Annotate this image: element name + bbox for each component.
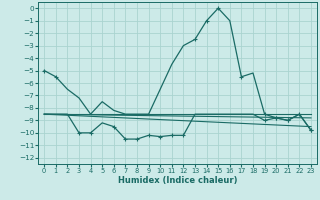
- X-axis label: Humidex (Indice chaleur): Humidex (Indice chaleur): [118, 176, 237, 185]
